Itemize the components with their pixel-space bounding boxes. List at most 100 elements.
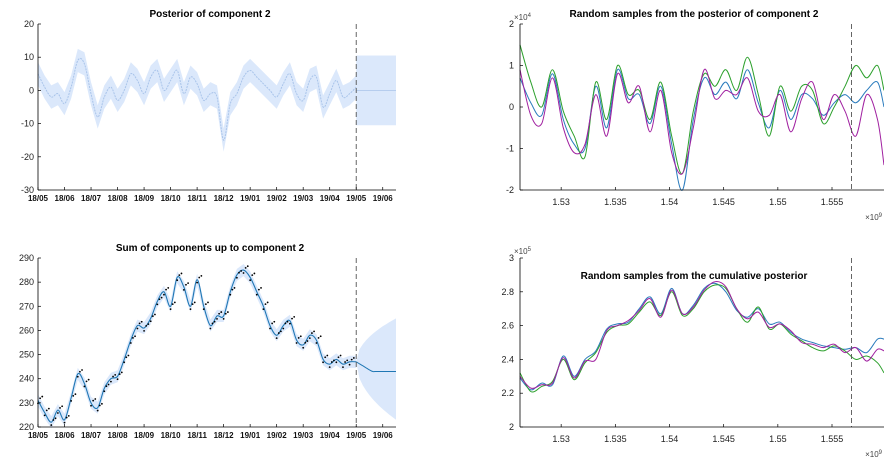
x-tick-label: 19/02 <box>267 431 288 440</box>
observation-point <box>224 312 227 315</box>
observation-point <box>293 316 296 318</box>
y-tick-label: -2 <box>506 185 514 195</box>
y-tick-label: 2 <box>509 422 514 432</box>
observation-point <box>191 303 194 306</box>
y-tick-label: 290 <box>19 253 34 263</box>
observation-point <box>249 279 252 282</box>
observation-point <box>163 293 165 296</box>
observation-point <box>202 308 205 311</box>
x-tick-label: 19/05 <box>346 194 367 203</box>
observation-point <box>277 332 280 334</box>
panel-title: Random samples from the posterior of com… <box>570 9 819 20</box>
panel-samples-cumulative: Random samples from the cumulative poste… <box>501 247 884 459</box>
observation-point <box>94 398 97 400</box>
observation-point <box>297 337 300 339</box>
x-tick-label: 1.555 <box>821 197 844 207</box>
y-tick-label: -1 <box>506 144 514 154</box>
observation-point <box>238 271 240 274</box>
x-tick-label: 18/09 <box>134 194 155 203</box>
x-tick-label: 1.545 <box>712 434 735 444</box>
observation-point <box>74 393 77 396</box>
observation-point <box>158 298 161 301</box>
observation-point <box>112 375 114 378</box>
observation-point <box>313 330 315 333</box>
y-tick-label: 3 <box>509 253 514 263</box>
observation-point <box>140 320 143 323</box>
y-tick-label: 2.6 <box>501 321 514 331</box>
observation-point <box>322 361 324 364</box>
y-tick-label: 10 <box>24 52 34 62</box>
observation-point <box>78 370 81 373</box>
y-tick-label: 220 <box>19 422 34 432</box>
observation-point <box>289 322 291 325</box>
observation-point <box>43 414 46 417</box>
observation-point <box>167 287 170 289</box>
x-tick-label: 18/12 <box>214 194 235 203</box>
x-tick-label: 18/11 <box>187 194 207 203</box>
observation-point <box>151 315 154 318</box>
observation-point <box>103 390 106 393</box>
observation-point <box>59 407 61 409</box>
panel-posterior-component-2: Posterior of component 2 -30 -20 -10 0 10 20 1… <box>21 9 396 203</box>
y-tick-label: 0 <box>29 85 34 95</box>
observation-point <box>352 357 355 359</box>
observation-point <box>229 293 232 296</box>
x-tick-label: 18/11 <box>187 431 207 440</box>
observation-point <box>169 308 172 311</box>
observation-point <box>50 424 53 426</box>
y-tick-label: 270 <box>19 301 34 311</box>
observation-point <box>266 301 269 304</box>
observation-point <box>127 354 130 357</box>
observation-point <box>262 308 265 311</box>
mean-line <box>37 269 357 423</box>
observation-point <box>216 317 218 320</box>
observation-point <box>253 272 256 275</box>
observation-point <box>342 366 344 369</box>
observation-point <box>282 327 285 330</box>
observation-point <box>211 322 214 325</box>
observation-point <box>226 311 229 313</box>
observation-point <box>96 409 99 412</box>
y-tick-label: -20 <box>21 152 34 162</box>
x-tick-label: 18/06 <box>55 431 76 440</box>
observation-point <box>45 409 48 412</box>
observation-point <box>209 327 212 330</box>
observation-point <box>200 274 203 277</box>
sample-line-2 <box>519 284 884 393</box>
observation-point <box>47 407 50 410</box>
y-tick-label: 250 <box>19 350 34 360</box>
observation-point <box>92 399 95 402</box>
observation-point <box>67 414 70 417</box>
y-tick-label: 1 <box>509 61 514 71</box>
sample-line-1 <box>519 68 884 191</box>
observation-point <box>299 335 302 338</box>
observation-point <box>41 395 44 398</box>
observation-point <box>260 287 262 289</box>
x-tick-label: 19/03 <box>293 431 314 440</box>
observation-point <box>165 288 167 291</box>
observation-point <box>52 419 55 421</box>
observation-point <box>251 274 254 277</box>
forecast-band <box>356 318 396 420</box>
observation-point <box>240 270 243 272</box>
observation-point <box>138 322 141 325</box>
observation-point <box>264 303 267 306</box>
x-tick-label: 19/03 <box>293 194 314 203</box>
observation-point <box>87 378 90 381</box>
observation-point <box>107 383 110 386</box>
panel-title: Posterior of component 2 <box>149 9 271 20</box>
observation-point <box>246 265 249 268</box>
observation-point <box>308 337 311 340</box>
uncertainty-band <box>38 264 357 429</box>
x-tick-label: 19/06 <box>373 194 394 203</box>
mean-line <box>37 57 357 141</box>
observation-point <box>291 317 293 320</box>
x-tick-label: 19/02 <box>267 194 288 203</box>
x-tick-label: 19/05 <box>346 431 367 440</box>
observation-point <box>218 312 221 315</box>
x-tick-label: 18/08 <box>108 194 129 203</box>
observation-point <box>187 282 189 285</box>
observation-point <box>280 330 282 333</box>
y-tick-label: 240 <box>19 374 34 384</box>
